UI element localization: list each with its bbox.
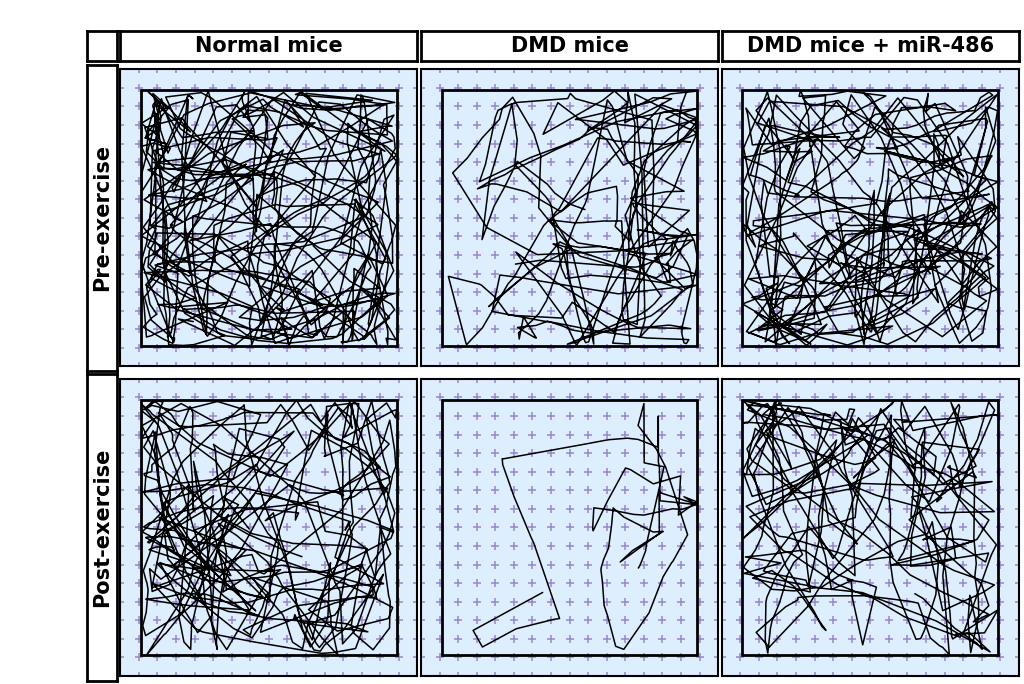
Text: DMD mice: DMD mice [511, 36, 629, 56]
Bar [441, 90, 697, 345]
Text: Post-exercise: Post-exercise [92, 448, 112, 607]
Text: Pre-exercise: Pre-exercise [92, 144, 112, 291]
Text: Normal mice: Normal mice [195, 36, 343, 56]
Bar [742, 90, 998, 345]
Bar [141, 90, 396, 345]
Text: DMD mice + miR-486: DMD mice + miR-486 [746, 36, 994, 56]
Bar [141, 399, 396, 655]
Bar [742, 399, 998, 655]
Bar [441, 399, 697, 655]
